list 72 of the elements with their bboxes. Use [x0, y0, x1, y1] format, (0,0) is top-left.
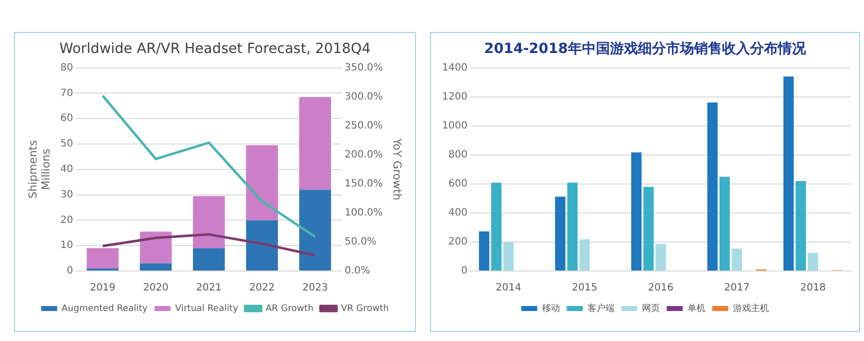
y-tick-label: 20: [60, 214, 74, 226]
bar: [299, 190, 332, 270]
bar: [631, 152, 642, 270]
bar: [719, 176, 730, 270]
y-tick-label: 200: [448, 236, 468, 248]
bar: [808, 252, 818, 270]
y-tick-label: 10: [60, 240, 74, 252]
y-axis-title: Shipments Millions: [26, 140, 53, 199]
legend-label: Augmented Reality: [62, 304, 148, 314]
y-tick-label: 40: [60, 164, 74, 175]
x-tick-label: 2019: [90, 282, 116, 294]
bar: [555, 196, 566, 270]
y-tick-label: 80: [60, 62, 74, 74]
bar: [491, 182, 502, 270]
y-tick-label: 30: [60, 189, 74, 200]
legend-label: 移动: [542, 302, 560, 314]
legend-label: 网页: [642, 304, 660, 314]
x-tick-label: 2018: [800, 282, 826, 294]
y2-tick-label: 100.0%: [344, 208, 383, 219]
y2-tick-label: 50.0%: [344, 236, 376, 248]
x-tick-label: 2014: [496, 282, 522, 294]
bar: [140, 232, 172, 264]
bar: [299, 97, 332, 190]
y-tick-label: 70: [60, 88, 74, 99]
y2-tick-label: 300.0%: [344, 91, 383, 102]
bar: [796, 181, 806, 270]
y2-tick-label: 150.0%: [344, 178, 383, 190]
chart-title: Worldwide AR/VR Headset Forecast, 2018Q4: [59, 41, 371, 58]
bar: [567, 182, 578, 270]
y2-tick-label: 350.0%: [344, 62, 383, 74]
legend-label: 客户端: [587, 302, 614, 314]
bar: [732, 248, 742, 270]
bar: [707, 102, 718, 270]
bar: [192, 196, 225, 248]
x-tick-label: 2021: [196, 282, 222, 294]
y-tick-label: 1200: [442, 91, 468, 102]
legend-label: 游戏主机: [732, 302, 769, 314]
y2-tick-label: 0.0%: [344, 266, 370, 277]
y2-tick-label: 250.0%: [344, 120, 383, 132]
bar: [86, 248, 119, 268]
y-tick-label: 1000: [442, 120, 468, 132]
y-tick-label: 50: [60, 138, 74, 150]
y-tick-label: 800: [448, 149, 468, 160]
y-tick-label: 1400: [442, 62, 468, 74]
legend-label: Virtual Reality: [175, 304, 239, 314]
x-tick-label: 2022: [249, 282, 275, 294]
bar: [140, 263, 172, 270]
bar: [503, 242, 514, 270]
bar: [783, 76, 794, 270]
bar: [656, 244, 666, 270]
bar: [579, 239, 590, 270]
y-tick-label: 0: [461, 266, 468, 277]
y-tick-label: 400: [448, 208, 468, 219]
y2-tick-label: 200.0%: [344, 149, 383, 160]
bar: [478, 231, 490, 270]
bar: [192, 248, 225, 270]
y-tick-label: 600: [448, 178, 468, 190]
y2-axis-title: YoY Growth: [390, 137, 404, 200]
x-tick-label: 2016: [648, 282, 674, 294]
bar: [643, 186, 654, 270]
x-tick-label: 2020: [143, 282, 169, 294]
chart-title: 2014-2018年中国游戏细分市场销售收入分布情况: [484, 40, 807, 58]
x-tick-label: 2017: [724, 282, 750, 294]
x-tick-label: 2015: [572, 282, 598, 294]
legend-label: VR Growth: [341, 304, 389, 314]
bar: [246, 220, 278, 270]
bar: [246, 145, 278, 220]
y-tick-label: 0: [66, 266, 74, 277]
legend-label: AR Growth: [266, 304, 314, 314]
x-tick-label: 2023: [302, 282, 328, 294]
y-tick-label: 60: [60, 113, 74, 124]
legend-label: 单机: [687, 302, 706, 314]
